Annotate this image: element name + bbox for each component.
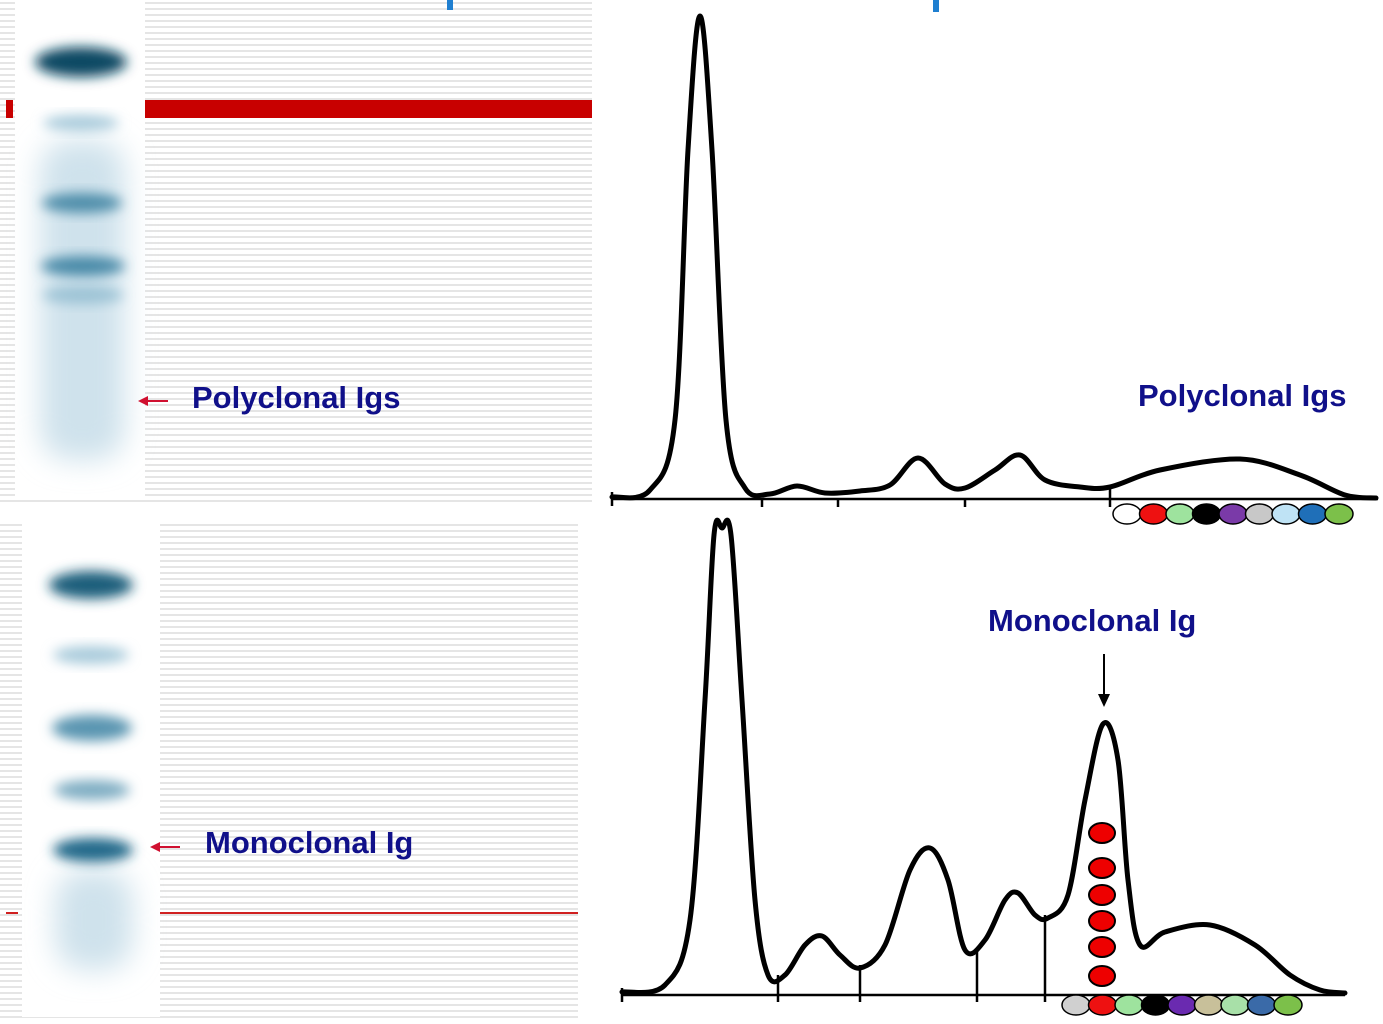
- cell: [1168, 995, 1196, 1015]
- diagram: Polyclonal Igs Monoclonal Ig Polyclonal …: [0, 0, 1383, 1024]
- gel-label: Monoclonal Ig: [205, 825, 413, 860]
- cell: [1166, 504, 1194, 524]
- gel-label: Polyclonal Igs: [192, 380, 400, 415]
- red-bar: [145, 100, 592, 118]
- red-bar: [6, 100, 13, 118]
- cell: [1272, 504, 1300, 524]
- cell: [1062, 995, 1090, 1015]
- curve-label: Polyclonal Igs: [1138, 378, 1346, 413]
- densitometry-curve: [612, 16, 1376, 498]
- cell: [1142, 995, 1170, 1015]
- page: Polyclonal Igs Monoclonal Ig Polyclonal …: [0, 0, 1383, 1024]
- red-line: [6, 912, 18, 914]
- monoclonal-cells: [1089, 823, 1115, 986]
- cell: [1195, 995, 1223, 1015]
- cell: [1193, 504, 1221, 524]
- axis: [622, 915, 1345, 1002]
- cell: [1140, 504, 1168, 524]
- cell: [1219, 504, 1247, 524]
- cell: [1115, 995, 1143, 1015]
- cell-row: [1062, 995, 1302, 1015]
- red-line: [160, 912, 578, 914]
- curve-label: Monoclonal Ig: [988, 603, 1196, 638]
- mark: [447, 0, 453, 10]
- arrow: [1098, 654, 1110, 707]
- cell-row: [1113, 504, 1353, 524]
- mark: [933, 0, 939, 12]
- cell: [1246, 504, 1274, 524]
- cell: [1325, 504, 1353, 524]
- cell: [1113, 504, 1141, 524]
- cell: [1089, 995, 1117, 1015]
- cell: [1221, 995, 1249, 1015]
- cell: [1299, 504, 1327, 524]
- densitometry-curve: [622, 520, 1345, 993]
- cell: [1274, 995, 1302, 1015]
- cell: [1248, 995, 1276, 1015]
